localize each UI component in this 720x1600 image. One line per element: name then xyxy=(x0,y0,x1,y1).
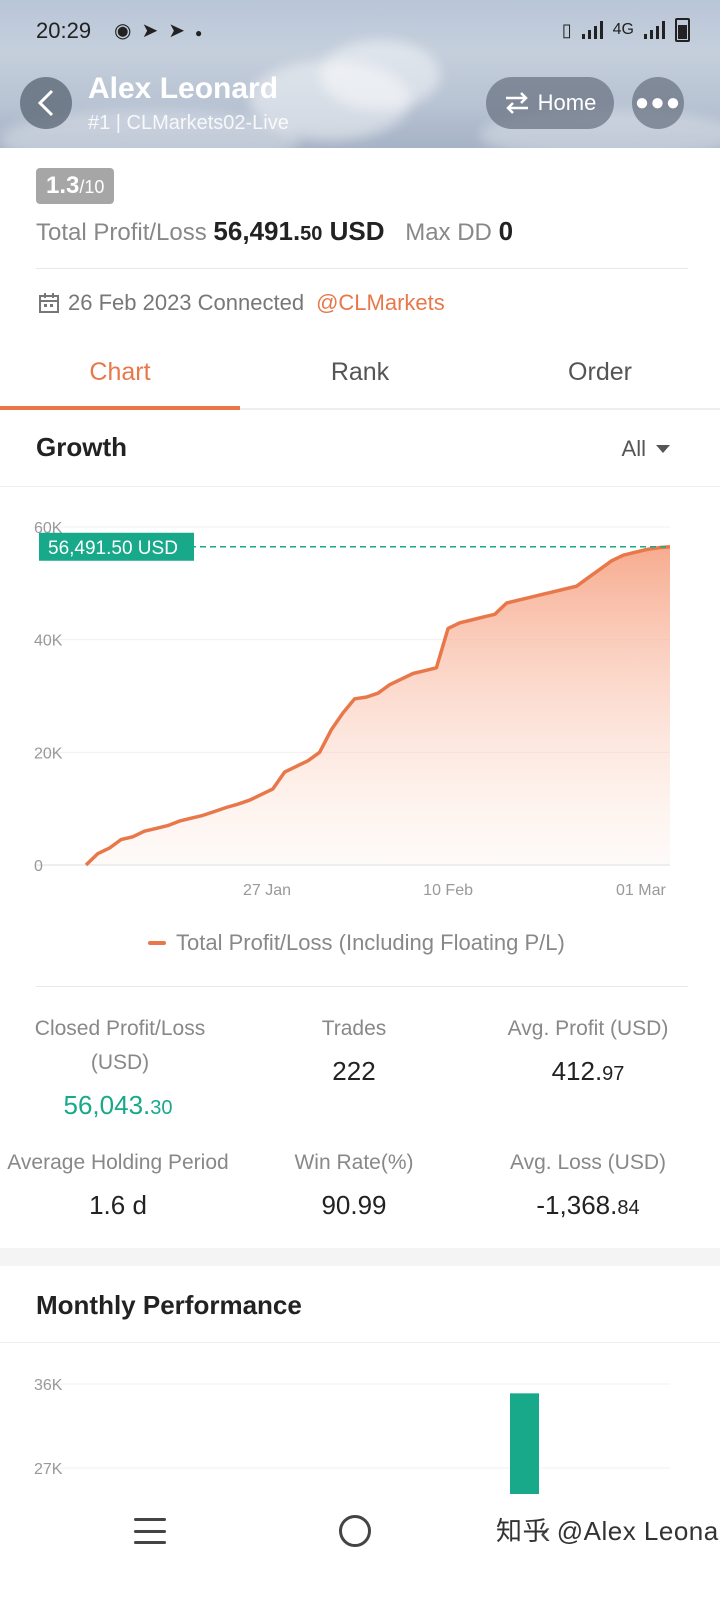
messenger-icon: ◉ xyxy=(114,20,142,42)
y-tick-label: 27K xyxy=(34,1461,63,1478)
account-label: #1 | CLMarkets02-Live xyxy=(88,112,289,134)
legend-label: Total Profit/Loss (Including Floating P/… xyxy=(176,930,565,955)
range-select[interactable]: All xyxy=(622,436,670,462)
trader-name: Alex Leonard xyxy=(88,72,279,105)
x-tick-label: 10 Feb xyxy=(423,882,473,899)
max-dd-label: Max DD xyxy=(405,219,492,246)
trades-label: Trades xyxy=(321,1017,387,1040)
signal-icon-2 xyxy=(644,21,665,39)
tab-bar: Chart Rank Order xyxy=(0,340,720,410)
dot-icon: ● xyxy=(194,26,213,40)
y-tick-label: 20K xyxy=(34,745,63,762)
trades-value: 222 xyxy=(332,1056,376,1086)
total-pl-decimal: 50 xyxy=(300,223,323,245)
growth-area xyxy=(86,546,670,865)
win-rate-value: 90.99 xyxy=(321,1190,387,1220)
network-type: 4G xyxy=(612,21,634,38)
total-pl-main: 56,491. xyxy=(213,216,301,246)
back-button[interactable] xyxy=(20,77,72,129)
connected-info: 26 Feb 2023 Connected @CLMarkets xyxy=(38,290,445,316)
growth-line xyxy=(84,545,671,867)
y-tick-label: 40K xyxy=(34,633,63,650)
calendar-icon xyxy=(39,293,59,313)
monthly-chart: 36K 27K xyxy=(34,1377,670,1500)
divider xyxy=(0,486,720,487)
growth-title: Growth xyxy=(36,432,127,462)
legend-swatch xyxy=(148,941,166,945)
monthly-title: Monthly Performance xyxy=(36,1290,302,1320)
closed-pl-decimal: 30 xyxy=(150,1097,173,1119)
score-max: /10 xyxy=(79,177,105,197)
tab-rank[interactable]: Rank xyxy=(330,358,390,386)
range-select-value: All xyxy=(621,436,646,461)
chevron-left-icon xyxy=(37,89,54,117)
swap-icon xyxy=(505,92,528,114)
avg-profit-main: 412. xyxy=(551,1056,603,1086)
status-right-icons: ▯ 4G xyxy=(562,18,690,42)
y-tick-label: 36K xyxy=(34,1377,63,1394)
score-value: 1.3 xyxy=(46,172,80,199)
home-button[interactable]: Home xyxy=(486,77,614,129)
status-time: 20:29 xyxy=(36,18,92,43)
divider xyxy=(36,268,688,269)
total-pl-currency: USD xyxy=(322,216,385,246)
avg-loss-main: -1,368. xyxy=(536,1190,618,1220)
closed-pl-value: 56,043.30 xyxy=(20,1090,216,1121)
divider xyxy=(36,986,688,987)
holding-period-value: 1.6 d xyxy=(89,1190,147,1220)
growth-legend[interactable]: Total Profit/Loss (Including Floating P/… xyxy=(148,930,565,956)
avg-profit-decimal: 97 xyxy=(602,1063,625,1085)
avg-loss-value: -1,368.84 xyxy=(488,1190,688,1221)
current-value-badge xyxy=(39,532,194,561)
x-tick-label: 27 Jan xyxy=(243,882,291,899)
holding-period-label: Average Holding Period xyxy=(7,1151,229,1174)
y-tick-label: 0 xyxy=(34,858,43,875)
avg-profit-label: Avg. Profit (USD) xyxy=(507,1017,669,1040)
home-button-label: Home xyxy=(537,90,597,115)
total-pl-value: 56,491.50 USD xyxy=(213,216,384,246)
caret-down-icon xyxy=(656,445,670,453)
summary-line: Total Profit/Loss 56,491.50 USD Max DD 0 xyxy=(36,216,513,247)
avg-loss-label: Avg. Loss (USD) xyxy=(510,1151,666,1174)
watermark: 知乎 @Alex Leonard xyxy=(496,1516,720,1546)
score-badge: 1.3/10 xyxy=(36,168,115,204)
profile-header: 20:29 ◉➤➤● ▯ 4G Alex Leonard #1 | CLMark… xyxy=(0,0,720,148)
notification-icons: ◉➤➤● xyxy=(114,18,212,43)
monthly-bar[interactable] xyxy=(510,1393,539,1500)
more-dots-icon: ●●● xyxy=(634,89,682,116)
growth-chart: 0 20K 40K 60K 27 Jan 10 Feb 01 Mar 56,491.50 … xyxy=(34,520,671,899)
vibrate-icon: ▯ xyxy=(561,19,572,40)
avg-profit-value: 412.97 xyxy=(488,1056,688,1087)
y-tick-label: 60K xyxy=(34,520,63,537)
home-circle-icon[interactable] xyxy=(339,1515,371,1547)
divider xyxy=(0,1342,720,1343)
telegram-icon: ➤ xyxy=(141,20,169,42)
tab-chart[interactable]: Chart xyxy=(0,340,240,410)
more-button[interactable]: ●●● xyxy=(632,77,684,129)
telegram-icon: ➤ xyxy=(168,20,195,42)
total-pl-label: Total Profit/Loss xyxy=(36,219,207,246)
broker-link[interactable]: @CLMarkets xyxy=(316,290,445,315)
signal-icon xyxy=(581,21,603,39)
status-bar: 20:29 ◉➤➤● ▯ 4G xyxy=(0,10,720,50)
connected-date: 26 Feb 2023 Connected xyxy=(68,290,305,315)
x-tick-label: 01 Mar xyxy=(616,882,666,899)
win-rate-label: Win Rate(%) xyxy=(294,1151,414,1174)
closed-pl-main: 56,043. xyxy=(63,1090,151,1120)
closed-pl-label: Closed Profit/Loss (USD) xyxy=(34,1017,206,1074)
section-gap xyxy=(0,1248,720,1266)
back-nav-icon[interactable]: ‹ xyxy=(540,1514,551,1550)
menu-icon[interactable] xyxy=(134,1518,166,1544)
avg-loss-decimal: 84 xyxy=(617,1197,640,1219)
battery-icon xyxy=(675,18,690,42)
max-dd-value: 0 xyxy=(498,216,514,246)
current-value-label: 56,491.50 USD xyxy=(48,538,178,559)
tab-order[interactable]: Order xyxy=(568,358,632,386)
system-nav-bar: ‹ 知乎 @Alex Leonard xyxy=(0,1494,720,1600)
